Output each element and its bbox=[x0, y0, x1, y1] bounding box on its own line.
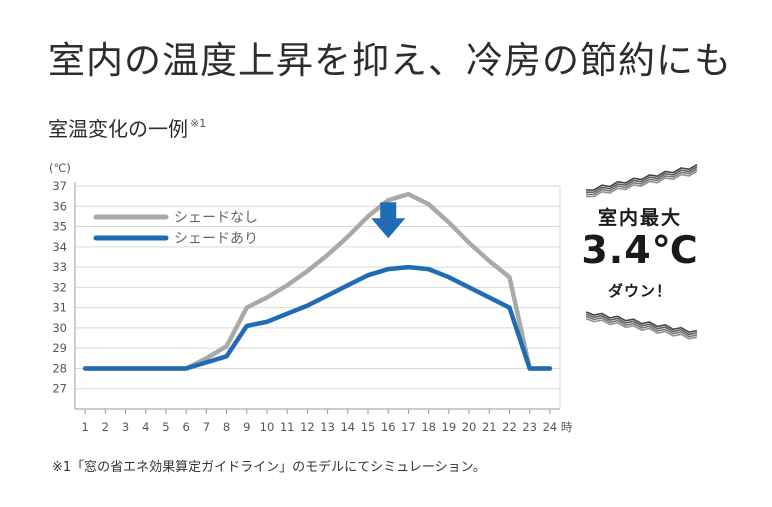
down-arrow-icon bbox=[371, 202, 406, 239]
x-tick-label: 5 bbox=[162, 420, 169, 434]
callout-badge: 室内最大 3.4℃ ダウン！ bbox=[575, 160, 705, 340]
page-title: 室内の温度上昇を抑え、冷房の節約にも bbox=[48, 39, 732, 82]
callout-label-bottom: ダウン！ bbox=[607, 282, 672, 300]
y-tick-label: 28 bbox=[52, 361, 67, 375]
x-tick-label: 11 bbox=[280, 420, 295, 434]
x-tick-label: 3 bbox=[122, 420, 129, 434]
x-tick-label: 1 bbox=[81, 420, 88, 434]
callout-band-bottom bbox=[585, 311, 698, 340]
x-tick-label: 23 bbox=[522, 420, 537, 434]
y-tick-label: 34 bbox=[52, 240, 67, 254]
y-tick-label: 37 bbox=[52, 179, 67, 193]
y-tick-label: 33 bbox=[52, 260, 67, 274]
x-tick-label: 21 bbox=[482, 420, 497, 434]
y-tick-label: 32 bbox=[52, 280, 67, 294]
callout-value: 3.4℃ bbox=[581, 228, 699, 272]
y-unit-label: (℃) bbox=[49, 161, 71, 175]
x-tick-label: 10 bbox=[260, 420, 275, 434]
callout-band-top bbox=[585, 163, 698, 198]
y-tick-label: 31 bbox=[52, 301, 67, 315]
callout-label-top: 室内最大 bbox=[597, 207, 682, 229]
x-tick-label: 24 bbox=[543, 420, 558, 434]
callout-bands bbox=[585, 163, 698, 340]
y-tick-label: 27 bbox=[52, 382, 67, 396]
y-tick-label: 36 bbox=[52, 199, 67, 213]
x-tick-label: 14 bbox=[340, 420, 355, 434]
chart-series bbox=[82, 191, 553, 371]
x-tick-label: 13 bbox=[320, 420, 335, 434]
x-tick-label: 19 bbox=[442, 420, 457, 434]
legend-label: シェードあり bbox=[174, 231, 258, 247]
chart-subtitle-note: ※1 bbox=[190, 117, 207, 130]
x-tick-label: 7 bbox=[203, 420, 210, 434]
x-tick-label: 6 bbox=[182, 420, 189, 434]
down-arrow-shape bbox=[371, 202, 406, 239]
y-tick-label: 30 bbox=[52, 321, 67, 335]
x-tick-label: 22 bbox=[502, 420, 517, 434]
chart-grid bbox=[75, 185, 561, 409]
y-tick-label: 29 bbox=[52, 341, 67, 355]
x-tick-label: 18 bbox=[421, 420, 436, 434]
x-tick-label: 12 bbox=[300, 420, 315, 434]
x-unit-label: 時 bbox=[561, 420, 573, 434]
x-tick-label: 17 bbox=[401, 420, 416, 434]
footnote: ※1「窓の省エネ効果算定ガイドライン」のモデルにてシミュレーション。 bbox=[52, 460, 486, 475]
chart-subtitle: 室温変化の一例 ※1 bbox=[48, 113, 206, 142]
x-tick-label: 2 bbox=[102, 420, 109, 434]
x-tick-label: 16 bbox=[381, 420, 396, 434]
x-tick-label: 4 bbox=[142, 420, 149, 434]
legend-label: シェードなし bbox=[174, 210, 258, 226]
x-tick-label: 20 bbox=[462, 420, 477, 434]
y-tick-label: 35 bbox=[52, 220, 67, 234]
x-tick-label: 8 bbox=[223, 420, 230, 434]
x-tick-label: 9 bbox=[243, 420, 250, 434]
x-tick-label: 15 bbox=[361, 420, 376, 434]
series-line-without-shade bbox=[82, 191, 553, 371]
chart-subtitle-text: 室温変化の一例 bbox=[48, 117, 188, 141]
series-line-with-shade bbox=[82, 264, 553, 371]
